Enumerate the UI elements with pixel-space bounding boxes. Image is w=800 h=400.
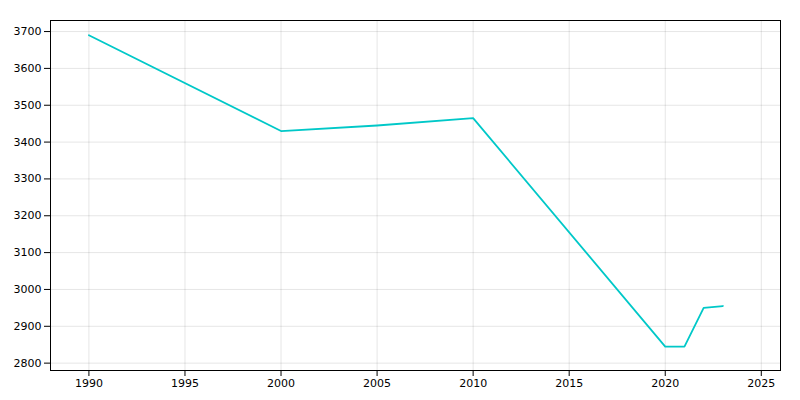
svg-text:2900: 2900 [14,320,42,333]
svg-text:2005: 2005 [363,377,391,390]
svg-text:3200: 3200 [14,209,42,222]
svg-text:1995: 1995 [171,377,199,390]
svg-text:2000: 2000 [267,377,295,390]
svg-text:3000: 3000 [14,283,42,296]
svg-text:3300: 3300 [14,172,42,185]
svg-text:3100: 3100 [14,246,42,259]
svg-text:2015: 2015 [555,377,583,390]
svg-text:3700: 3700 [14,25,42,38]
svg-text:2010: 2010 [459,377,487,390]
svg-text:2800: 2800 [14,357,42,370]
svg-text:1990: 1990 [75,377,103,390]
svg-text:3400: 3400 [14,136,42,149]
svg-text:3600: 3600 [14,62,42,75]
svg-text:3500: 3500 [14,99,42,112]
svg-text:2020: 2020 [651,377,679,390]
svg-text:2025: 2025 [747,377,775,390]
